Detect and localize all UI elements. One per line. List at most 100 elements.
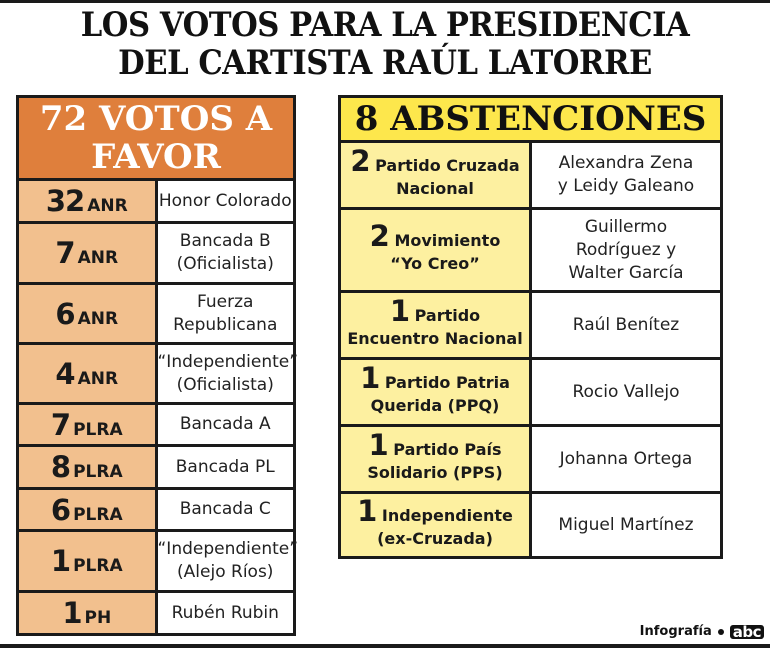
group-name: “Independiente” — [157, 539, 299, 559]
vote-count-cell: 8 PLRA — [16, 444, 158, 490]
group-cell: Fuerza Republicana — [154, 282, 296, 345]
legislator-name: Rocio Vallejo — [572, 381, 680, 402]
table-row: 6 ANR Fuerza Republicana — [16, 282, 296, 345]
vote-count-cell: 32 ANR — [16, 178, 158, 224]
group-name: Bancada PL — [175, 456, 275, 477]
group-name: Bancada B — [179, 231, 271, 251]
group-name: Honor Colorado — [158, 190, 292, 211]
names-cell: Rocio Vallejo — [529, 357, 723, 427]
group-cell: Bancada B (Oficialista) — [154, 221, 296, 285]
group-cell: Honor Colorado — [154, 178, 296, 224]
names-cell: Alexandra Zena y Leidy Galeano — [529, 140, 723, 210]
legislator-name: Rodríguez y — [575, 239, 677, 260]
party-label: PLRA — [73, 504, 123, 525]
group-subtitle: (Oficialista) — [176, 374, 274, 395]
table-row: 1 PLRA “Independiente” (Alejo Ríos) — [16, 529, 299, 593]
footer-credit: Infografía abc — [640, 624, 764, 639]
names-cell: Guillermo Rodríguez y Walter García — [529, 207, 723, 293]
party-name-line-2: Querida (PPQ) — [370, 396, 500, 415]
top-rule — [0, 0, 770, 3]
legislator-name: y Leidy Galeano — [557, 176, 695, 196]
vote-count: 1 — [50, 544, 71, 578]
table-row: 32 ANR Honor Colorado — [16, 178, 296, 224]
group-name: Fuerza — [197, 291, 254, 312]
legislator-name: Walter García — [568, 262, 684, 283]
party-label: PLRA — [73, 419, 123, 440]
vote-count: 7 — [55, 236, 75, 270]
party-label: PH — [84, 608, 112, 628]
table-row: 7 PLRA Bancada A — [16, 402, 296, 447]
abstention-count: 2 — [350, 144, 370, 178]
abstention-count: 1 — [357, 494, 377, 528]
vote-count: 7 — [50, 407, 71, 442]
table-row: 1 PH Rubén Rubin — [16, 590, 296, 636]
vote-count-cell: 1 PH — [16, 590, 158, 636]
group-name: Bancada A — [179, 414, 271, 434]
abstentions-header: 8 ABSTENCIONES — [338, 95, 723, 143]
group-subtitle: (Oficialista) — [176, 254, 274, 274]
group-name: “Independiente” — [157, 351, 299, 372]
party-cell: 1 Independiente (ex-Cruzada) — [338, 491, 532, 559]
party-label: ANR — [77, 308, 119, 329]
abstention-count: 1 — [368, 428, 389, 462]
party-cell: 2 Partido Cruzada Nacional — [338, 140, 532, 210]
legislator-name: Guillermo — [584, 216, 668, 237]
group-cell: Rubén Rubin — [154, 590, 296, 636]
group-cell: Bancada C — [154, 487, 296, 532]
group-cell: Bancada PL — [154, 444, 296, 490]
party-cell: 1 Partido Patria Querida (PPQ) — [338, 357, 532, 427]
group-cell: “Independiente” (Alejo Ríos) — [154, 529, 299, 593]
table-row: 1 Partido Patria Querida (PPQ) Rocio Val… — [338, 357, 723, 427]
table-row: 6 PLRA Bancada C — [16, 487, 296, 532]
group-subtitle: (Alejo Ríos) — [177, 562, 274, 582]
legislator-name: Alexandra Zena — [558, 153, 694, 173]
table-row: 8 PLRA Bancada PL — [16, 444, 296, 490]
legislator-name: Miguel Martínez — [558, 514, 694, 535]
bottom-rule — [0, 644, 770, 648]
vote-count: 32 — [45, 184, 85, 218]
vote-count-cell: 1 PLRA — [16, 529, 158, 593]
favor-header-line-2: FAVOR — [91, 137, 221, 177]
vote-count-cell: 6 ANR — [16, 282, 158, 345]
title-line-1: LOS VOTOS PARA LA PRESIDENCIA — [80, 5, 690, 45]
vote-count: 1 — [62, 596, 82, 630]
table-row: 1 Partido Encuentro Nacional Raúl Beníte… — [338, 290, 723, 360]
credit-label: Infografía — [639, 624, 712, 639]
abstentions-table: 8 ABSTENCIONES 2 Partido Cruzada Naciona… — [338, 95, 723, 559]
party-name: Partido — [414, 306, 481, 325]
vote-count-cell: 6 PLRA — [16, 487, 158, 532]
party-name-line-2: Encuentro Nacional — [347, 329, 523, 348]
party-name-line-2: “Yo Creo” — [390, 254, 480, 273]
party-cell: 1 Partido País Solidario (PPS) — [338, 424, 532, 494]
table-row: 2 Movimiento “Yo Creo” Guillermo Rodrígu… — [338, 207, 723, 293]
party-name-line-2: Nacional — [396, 179, 474, 198]
title-line-2: DEL CARTISTA RAÚL LATORRE — [118, 43, 652, 83]
favor-header: 72 VOTOS A FAVOR — [16, 95, 296, 181]
table-row: 2 Partido Cruzada Nacional Alexandra Zen… — [338, 140, 723, 210]
table-row: 7 ANR Bancada B (Oficialista) — [16, 221, 296, 285]
names-cell: Raúl Benítez — [529, 290, 723, 360]
table-row: 1 Independiente (ex-Cruzada) Miguel Mart… — [338, 491, 723, 559]
group-name: Bancada C — [179, 499, 271, 519]
party-name: Partido País — [393, 440, 502, 459]
party-name: Partido Patria — [384, 373, 510, 392]
vote-count-cell: 7 PLRA — [16, 402, 158, 447]
vote-count: 8 — [50, 450, 71, 484]
party-label: ANR — [87, 196, 128, 216]
party-cell: 2 Movimiento “Yo Creo” — [338, 207, 532, 293]
party-label: PLRA — [73, 462, 123, 482]
abstention-count: 1 — [360, 361, 380, 395]
abstention-count: 1 — [389, 294, 410, 328]
abstention-count: 2 — [369, 219, 390, 253]
table-row: 4 ANR “Independiente” (Oficialista) — [16, 342, 299, 405]
abc-logo: abc — [729, 624, 764, 639]
vote-count: 4 — [55, 356, 75, 391]
party-name-line-2: (ex-Cruzada) — [377, 529, 493, 548]
party-name: Independiente — [381, 506, 513, 525]
party-label: ANR — [77, 248, 119, 268]
bullet-icon — [717, 628, 724, 635]
names-cell: Johanna Ortega — [529, 424, 723, 494]
legislator-name: Raúl Benítez — [572, 314, 680, 335]
vote-count: 6 — [55, 296, 75, 331]
